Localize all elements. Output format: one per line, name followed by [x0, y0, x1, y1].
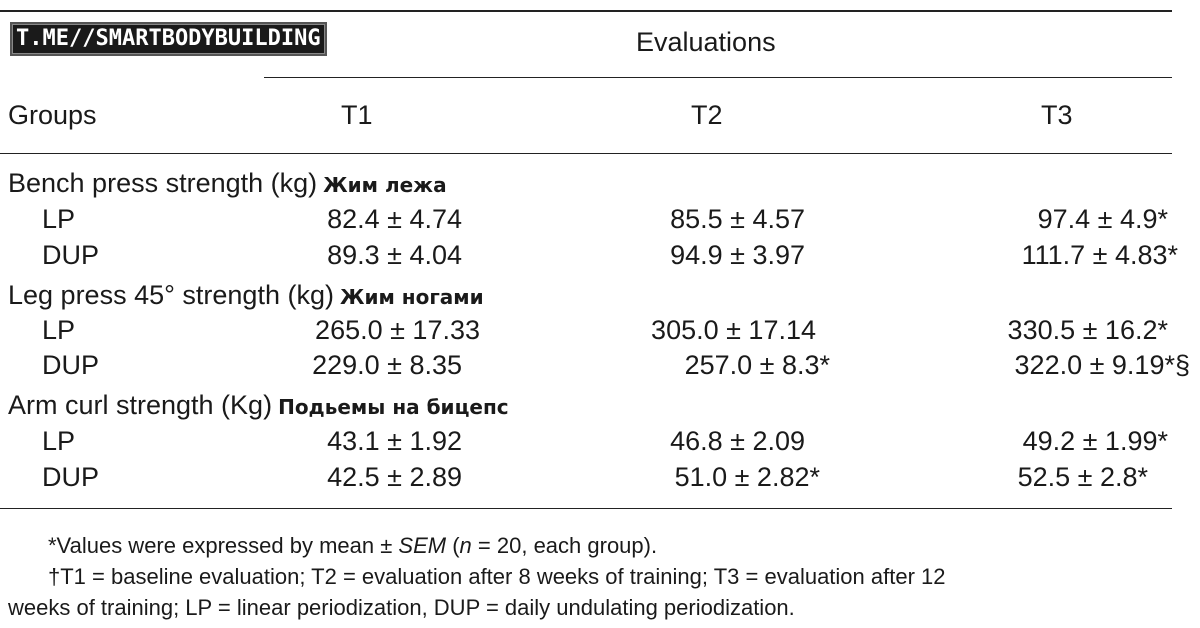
table-cell-t3: 111.7 ± 4.83*	[1021, 240, 1178, 270]
section-label-ru: Подьемы на бицепс	[278, 395, 509, 419]
section-label: Leg press 45° strength (kg) Жим ногами	[8, 280, 484, 311]
bottom-rule	[0, 508, 1172, 509]
table-cell-t1: 43.1 ± 1.92	[327, 426, 462, 456]
table-row-group: LP	[42, 426, 76, 456]
watermark-logo: T.ME//SMARTBODYBUILDING	[10, 22, 327, 56]
section-label-text: Arm curl strength (Kg)	[8, 390, 273, 420]
t2-header: T2	[691, 100, 723, 130]
footnote-evaluations: †T1 = baseline evaluation; T2 = evaluati…	[48, 564, 946, 589]
t1-header: T1	[341, 100, 373, 130]
table-row-group: DUP	[42, 350, 100, 380]
section-label-ru: Жим лежа	[323, 173, 447, 197]
table-cell-t2: 257.0 ± 8.3*	[684, 350, 830, 380]
footnote-text: *Values were expressed by mean ±	[48, 533, 399, 558]
table-cell-t2: 51.0 ± 2.82*	[674, 462, 820, 492]
table-cell-t1: 42.5 ± 2.89	[327, 462, 462, 492]
table-cell-t3: 49.2 ± 1.99*	[1022, 426, 1168, 456]
table-cell-t3: 97.4 ± 4.9*	[1037, 204, 1168, 234]
table-row-group: DUP	[42, 462, 100, 492]
section-label: Bench press strength (kg) Жим лежа	[8, 168, 447, 199]
table-cell-t2: 85.5 ± 4.57	[670, 204, 805, 234]
footnote-text: (	[446, 533, 460, 558]
footnote-values: *Values were expressed by mean ± SEM (n …	[48, 533, 657, 559]
footnote-n: n	[459, 533, 472, 558]
section-label-ru: Жим ногами	[339, 285, 484, 309]
evaluations-header: Evaluations	[636, 27, 776, 57]
table-cell-t1: 89.3 ± 4.04	[327, 240, 462, 270]
table-cell-t3: 322.0 ± 9.19*§	[1014, 350, 1190, 380]
table-row-group: DUP	[42, 240, 100, 270]
top-rule	[0, 10, 1172, 12]
footnote-sem: SEM	[398, 533, 447, 558]
section-label-text: Leg press 45° strength (kg)	[8, 280, 334, 310]
section-label: Arm curl strength (Kg) Подьемы на бицепс	[8, 390, 509, 421]
table-cell-t1: 265.0 ± 17.33	[315, 315, 480, 345]
table-cell-t3: 330.5 ± 16.2*	[1007, 315, 1168, 345]
t3-header: T3	[1041, 100, 1073, 130]
table-cell-t3: 52.5 ± 2.8*	[1017, 462, 1148, 492]
table-cell-t2: 305.0 ± 17.14	[651, 315, 816, 345]
header-rule	[0, 153, 1172, 154]
footnote-periodization: weeks of training; LP = linear periodiza…	[8, 595, 795, 620]
table-cell-t2: 94.9 ± 3.97	[670, 240, 805, 270]
footnote-text: = 20, each group).	[471, 533, 658, 558]
evaluations-rule	[264, 77, 1172, 78]
table-row-group: LP	[42, 204, 76, 234]
section-label-text: Bench press strength (kg)	[8, 168, 318, 198]
table-row-group: LP	[42, 315, 76, 345]
table-cell-t2: 46.8 ± 2.09	[670, 426, 805, 456]
table-cell-t1: 82.4 ± 4.74	[327, 204, 462, 234]
table-cell-t1: 229.0 ± 8.35	[312, 350, 462, 380]
groups-header: Groups	[8, 100, 97, 130]
